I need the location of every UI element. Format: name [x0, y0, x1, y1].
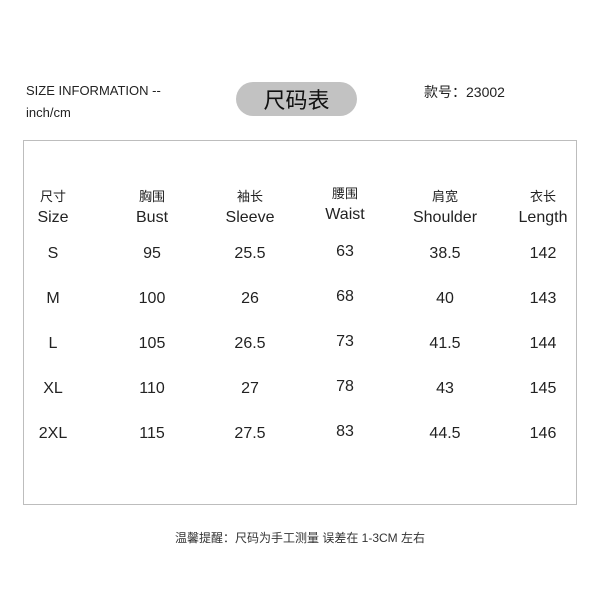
table-cell: 145	[529, 380, 557, 397]
table-cell: 95	[143, 245, 161, 262]
table-cell: 68	[336, 288, 354, 305]
style-number: 款号：23002	[424, 84, 505, 100]
table-cell: S	[47, 245, 59, 262]
column-header-en: Bust	[135, 209, 169, 226]
table-cell: 142	[529, 245, 557, 262]
table-cell: 146	[529, 425, 557, 442]
column-header-cn: 衣长	[529, 189, 557, 204]
table-cell: 25.5	[234, 245, 266, 262]
table-cell: 144	[529, 335, 557, 352]
column-header-en: Size	[37, 209, 69, 226]
column-header-en: Shoulder	[412, 209, 478, 226]
table-cell: L	[48, 335, 58, 352]
table-cell: 41.5	[429, 335, 461, 352]
column-header-en: Sleeve	[225, 209, 275, 226]
column-header-en: Waist	[325, 206, 365, 223]
size-information-label: SIZE INFORMATION --	[26, 83, 161, 98]
table-cell: 27	[241, 380, 259, 397]
measurement-note: 温馨提醒：尺码为手工测量 误差在 1-3CM 左右	[174, 531, 425, 545]
table-cell: 27.5	[234, 425, 266, 442]
table-cell: 78	[336, 378, 354, 395]
table-cell: 2XL	[38, 425, 68, 442]
column-header-en: Length	[518, 209, 568, 226]
title-text: 尺码表	[263, 88, 330, 113]
column-header-cn: 尺寸	[39, 189, 67, 204]
table-cell: 100	[138, 290, 166, 307]
table-cell: 44.5	[429, 425, 461, 442]
table-cell: 63	[336, 243, 354, 260]
table-cell: 43	[436, 380, 454, 397]
table-cell: M	[46, 290, 60, 307]
table-cell: 73	[336, 333, 354, 350]
table-cell: XL	[43, 380, 63, 397]
table-cell: 105	[138, 335, 166, 352]
column-header-cn: 肩宽	[431, 189, 459, 204]
column-header-cn: 袖长	[236, 189, 264, 204]
size-table-border	[23, 140, 577, 505]
column-header-cn: 腰围	[331, 186, 359, 201]
table-cell: 26	[241, 290, 259, 307]
table-cell: 115	[139, 425, 165, 442]
table-cell: 143	[529, 290, 557, 307]
table-cell: 26.5	[234, 335, 266, 352]
table-cell: 40	[436, 290, 454, 307]
table-cell: 83	[336, 423, 354, 440]
column-header-cn: 胸围	[138, 189, 166, 204]
table-cell: 38.5	[429, 245, 461, 262]
table-cell: 110	[139, 380, 165, 397]
unit-label: inch/cm	[26, 105, 71, 120]
size-chart-title: 尺码表	[236, 82, 357, 116]
